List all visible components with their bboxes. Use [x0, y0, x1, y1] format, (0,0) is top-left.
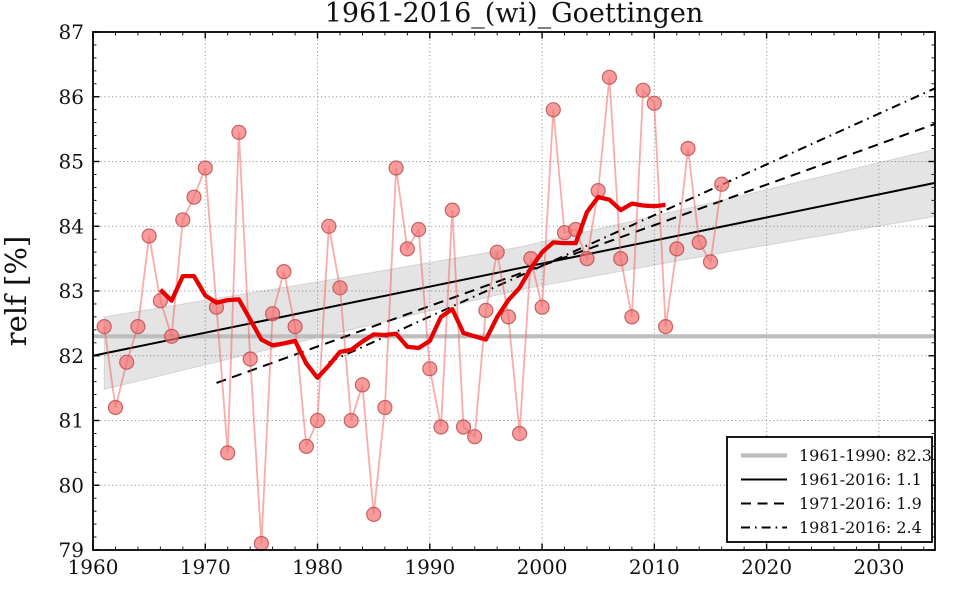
data-point: [276, 264, 292, 280]
y-tick-label: 85: [59, 150, 84, 174]
y-tick-label: 81: [59, 409, 84, 433]
x-tick-label: 1980: [292, 555, 343, 579]
x-tick-label: 1960: [68, 555, 119, 579]
x-tick-label: 1970: [180, 555, 231, 579]
data-point: [478, 302, 494, 318]
gridlines-layer: [93, 32, 935, 550]
y-tick-label: 82: [59, 344, 84, 368]
confidence-band-layer: [103, 148, 936, 391]
y-tick-label: 79: [59, 538, 84, 562]
data-point: [141, 228, 157, 244]
data-point: [96, 319, 112, 335]
data-point: [680, 140, 696, 157]
data-point: [366, 506, 382, 523]
data-point: [500, 309, 516, 325]
data-point: [231, 124, 247, 140]
y-tick-label: 86: [59, 85, 84, 109]
data-point: [433, 419, 449, 435]
legend-label-baseline: 1961-1990: 82.3: [799, 446, 932, 465]
data-point: [321, 218, 337, 234]
chart-title: 1961-2016_(wi)_Goettingen: [325, 0, 704, 29]
series-layer: [92, 69, 936, 552]
data-point: [702, 254, 719, 270]
data-point: [119, 354, 135, 370]
legend-entry: 1961-2016: 1.1: [741, 470, 922, 489]
y-tick-label: 83: [59, 279, 84, 303]
y-axis-label: relf [%]: [0, 236, 33, 346]
legend-label-solid: 1961-2016: 1.1: [799, 470, 922, 489]
legend-entry: 1971-2016: 1.9: [741, 494, 922, 513]
trend-line-dashed: [216, 123, 936, 384]
data-point: [388, 160, 404, 176]
data-point: [186, 189, 202, 205]
data-point: [467, 429, 483, 445]
data-point: [354, 377, 370, 393]
data-point: [164, 328, 180, 344]
trend-line-solid: [92, 181, 936, 357]
data-point: [332, 280, 348, 296]
x-tick-label: 2000: [517, 555, 568, 579]
data-point: [265, 306, 281, 322]
data-point: [107, 399, 124, 416]
data-point: [613, 251, 629, 267]
y-tick-label: 80: [59, 473, 84, 497]
data-point: [309, 412, 326, 429]
data-point: [691, 234, 707, 250]
data-point: [242, 351, 258, 367]
data-point: [444, 202, 460, 218]
data-point: [422, 361, 438, 377]
annual-series-line: [103, 77, 723, 544]
data-point: [399, 241, 415, 257]
data-point: [253, 535, 269, 552]
data-point: [624, 309, 640, 325]
data-point: [534, 299, 550, 315]
x-tick-label: 2010: [629, 555, 680, 579]
trend-line-dashdot: [328, 87, 936, 364]
data-point: [635, 82, 651, 98]
data-point: [287, 319, 303, 335]
data-point: [343, 412, 359, 429]
legend-entry: 1981-2016: 2.4: [741, 518, 922, 537]
data-point: [545, 102, 561, 118]
x-tick-label: 2020: [741, 555, 792, 579]
x-tick-label: 2030: [853, 555, 904, 579]
data-point: [601, 69, 618, 85]
data-point: [197, 160, 213, 176]
legend: 1961-1990: 82.3 1961-2016: 1.1 1971-2016…: [726, 436, 933, 543]
confidence-band: [103, 148, 936, 391]
data-point: [511, 425, 528, 442]
data-point: [669, 241, 685, 257]
data-point: [579, 251, 595, 267]
data-point: [657, 319, 674, 335]
data-point: [714, 176, 730, 192]
data-point: [646, 95, 662, 111]
data-point: [130, 319, 146, 335]
data-point: [455, 419, 472, 435]
data-point: [152, 293, 168, 309]
data-point: [298, 438, 314, 454]
data-point: [220, 445, 236, 461]
data-point: [489, 244, 505, 260]
legend-label-dashdot: 1981-2016: 2.4: [799, 518, 922, 537]
legend-label-dashed: 1971-2016: 1.9: [799, 494, 922, 513]
y-tick-label: 87: [59, 20, 84, 44]
smoothed-series-line: [158, 194, 666, 380]
axes-layer: 1960 1970 1980 1990 2000 2010 2020 2030 79 80 81 82…: [59, 20, 936, 579]
data-point: [377, 399, 393, 416]
legend-entry: 1961-1990: 82.3: [741, 446, 932, 465]
y-tick-label: 84: [59, 214, 84, 238]
x-tick-label: 1990: [404, 555, 455, 579]
data-point: [175, 212, 191, 228]
data-point: [411, 221, 427, 238]
